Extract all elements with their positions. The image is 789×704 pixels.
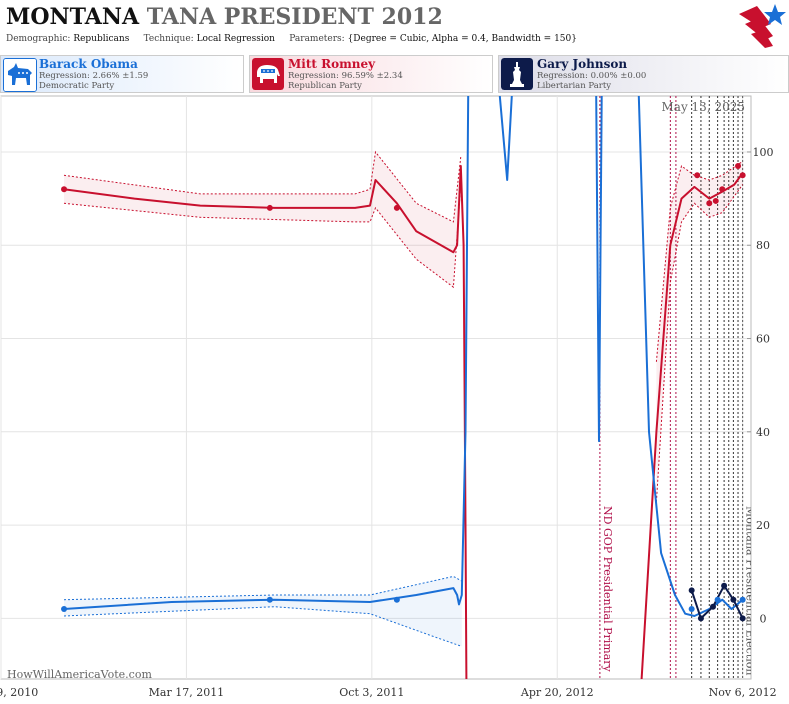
candidate-regression: Regression: 2.66% ±1.59: [39, 71, 149, 81]
page-title: MONTANA TANA PRESIDENT 2012: [6, 4, 443, 30]
title-state: MONTANA: [6, 4, 140, 30]
series-line: [595, 96, 603, 443]
header: MONTANA TANA PRESIDENT 2012 Demographic:…: [0, 0, 789, 52]
series-line: [63, 165, 468, 679]
confidence-band: [64, 576, 462, 647]
chart-parameters: Demographic: Republicans Technique: Loca…: [6, 34, 577, 44]
event-lines: ND GOP Presidential Primary Montana Presi…: [599, 96, 757, 679]
data-point: [393, 596, 400, 603]
data-point: [694, 172, 701, 179]
demographic-value: Republicans: [73, 34, 130, 44]
data-point: [709, 603, 716, 610]
candidate-name: Mitt Romney: [288, 57, 376, 71]
candidate-obama[interactable]: Barack Obama Regression: 2.66% ±1.59 Dem…: [0, 55, 244, 93]
y-tick-label: 0: [760, 612, 767, 625]
data-point: [706, 200, 713, 207]
data-points: [61, 162, 746, 622]
data-point: [739, 596, 746, 603]
x-tick-label: Oct 3, 2011: [339, 686, 404, 699]
confidence-band: [656, 161, 743, 502]
confidence-bound: [655, 184, 744, 502]
confidence-bands: [64, 152, 743, 647]
candidate-regression: Regression: 96.59% ±2.34: [288, 71, 403, 81]
candidate-romney[interactable]: Mitt Romney Regression: 96.59% ±2.34 Rep…: [249, 55, 493, 93]
x-tick-label: Nov 6, 2012: [709, 686, 777, 699]
watermark: HowWillAmericaVote.com: [7, 668, 152, 681]
parameters-label: Parameters:: [289, 34, 345, 44]
data-point: [730, 596, 737, 603]
regression-chart: ND GOP Presidential Primary Montana Presi…: [0, 95, 777, 699]
y-tick-label: 40: [756, 426, 770, 439]
data-point: [739, 172, 746, 179]
data-point: [721, 582, 728, 589]
series-line: [63, 96, 470, 610]
plot-area: [0, 95, 752, 680]
candidate-name: Gary Johnson: [537, 57, 628, 71]
donkey-icon: [3, 58, 37, 92]
data-point: [697, 615, 704, 622]
data-point: [393, 204, 400, 211]
data-point: [712, 197, 719, 204]
series-line: [498, 96, 513, 181]
series-line: [637, 96, 744, 617]
x-tick-label: Aug 29, 2010: [0, 686, 38, 699]
candidate-legend: Barack Obama Regression: 2.66% ±1.59 Dem…: [0, 55, 789, 95]
technique-value: Local Regression: [196, 34, 275, 44]
data-point: [688, 606, 695, 613]
data-point: [735, 162, 742, 169]
event-label: Montana Presidential Election: [744, 506, 757, 675]
event-label: ND GOP Presidential Primary: [601, 506, 614, 673]
y-tick-label: 60: [756, 333, 770, 346]
candidate-johnson[interactable]: Gary Johnson Regression: 0.00% ±0.00 Lib…: [498, 55, 789, 93]
candidate-name: Barack Obama: [39, 57, 138, 71]
data-point: [688, 587, 695, 594]
candidate-regression: Regression: 0.00% ±0.00: [537, 71, 647, 81]
y-tick-label: 80: [756, 239, 770, 252]
series-lines: [63, 96, 744, 679]
y-tick-label: 100: [753, 146, 774, 159]
x-tick-label: Mar 17, 2011: [149, 686, 225, 699]
data-point: [714, 596, 721, 603]
technique-label: Technique:: [143, 34, 194, 44]
series-line: [690, 584, 744, 620]
data-point: [739, 615, 746, 622]
elephant-icon: [252, 58, 284, 90]
y-axis: 0 20 40 60 80 100: [747, 146, 774, 625]
liberty-icon: [501, 58, 533, 90]
data-point: [266, 596, 273, 603]
parameters-value: {Degree = Cubic, Alpha = 0.4, Bandwidth …: [347, 34, 577, 44]
title-rest: TANA PRESIDENT 2012: [146, 4, 443, 30]
x-axis: Aug 29, 2010 Mar 17, 2011 Oct 3, 2011 Apr 2…: [0, 686, 777, 699]
data-point: [61, 186, 68, 193]
candidate-party: Republican Party: [288, 81, 362, 91]
x-tick-label: Apr 20, 2012: [520, 686, 594, 699]
data-point: [61, 606, 68, 613]
date-label: May 13, 2025: [662, 100, 745, 114]
grid-lines: [0, 96, 751, 679]
confidence-bound: [63, 150, 462, 223]
demographic-label: Demographic:: [6, 34, 71, 44]
site-logo-icon[interactable]: [737, 2, 787, 48]
series-line: [640, 172, 744, 679]
candidate-party: Democratic Party: [39, 81, 115, 91]
y-tick-label: 20: [756, 519, 770, 532]
candidate-party: Libertarian Party: [537, 81, 612, 91]
data-point: [719, 186, 726, 193]
confidence-bound: [63, 606, 462, 647]
confidence-bound: [63, 575, 463, 601]
data-point: [266, 204, 273, 211]
